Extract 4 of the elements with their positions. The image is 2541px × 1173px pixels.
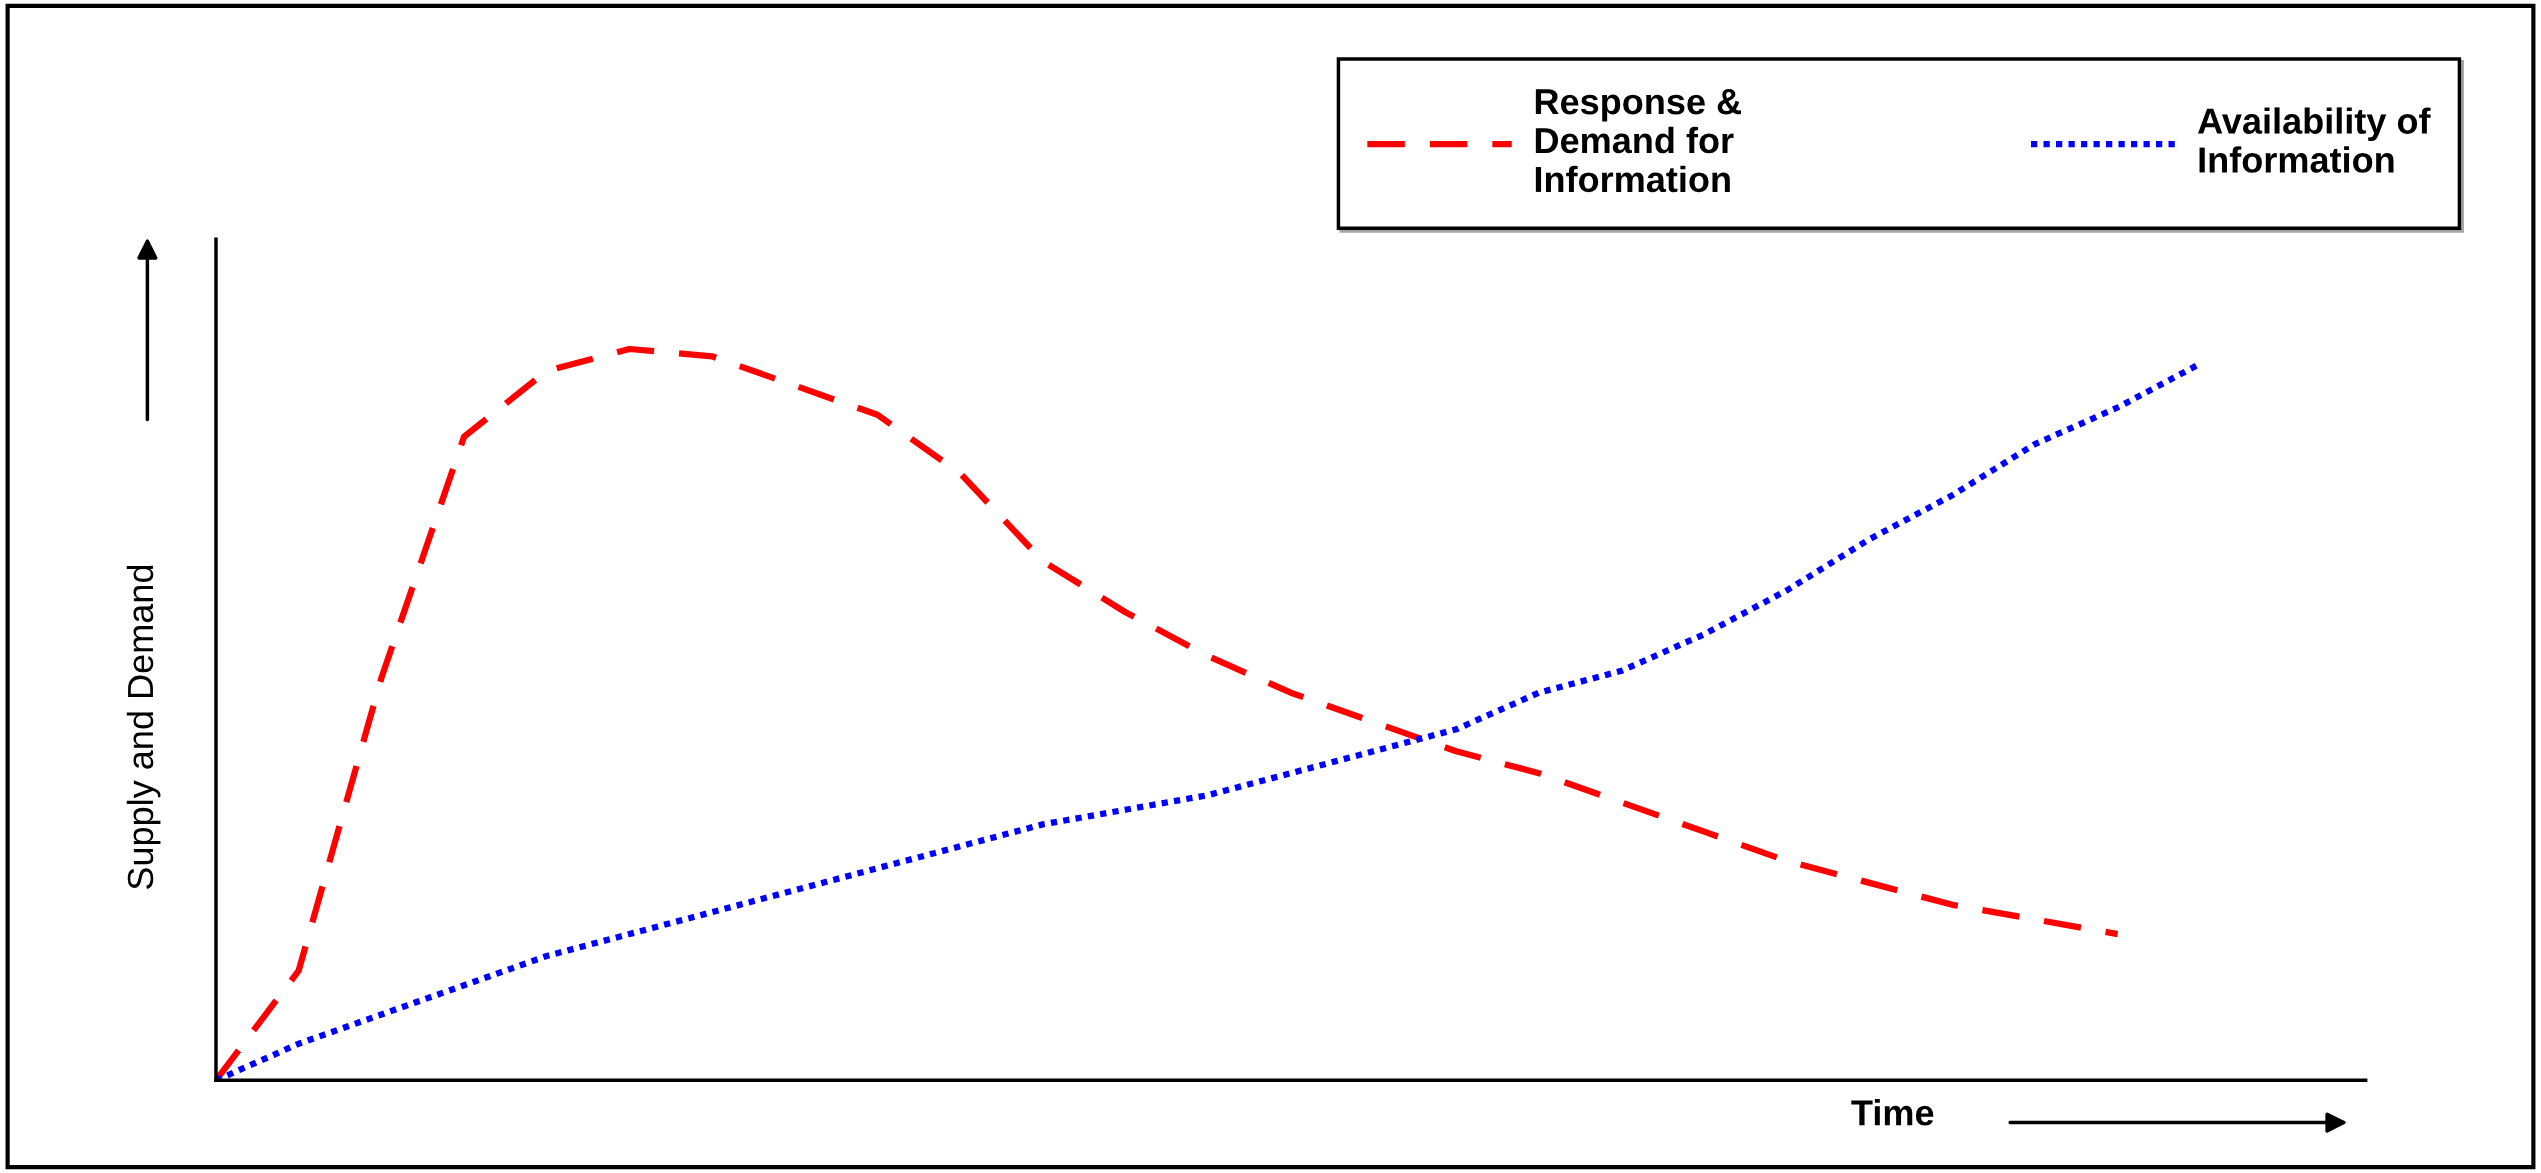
legend-label: Response & Demand for Information — [1535, 89, 1742, 193]
x-axis-title: Time — [1851, 1099, 1934, 1126]
y-axis-title: Supply and Demand — [126, 565, 161, 890]
legend-label: Availability of Information — [2198, 107, 2431, 173]
